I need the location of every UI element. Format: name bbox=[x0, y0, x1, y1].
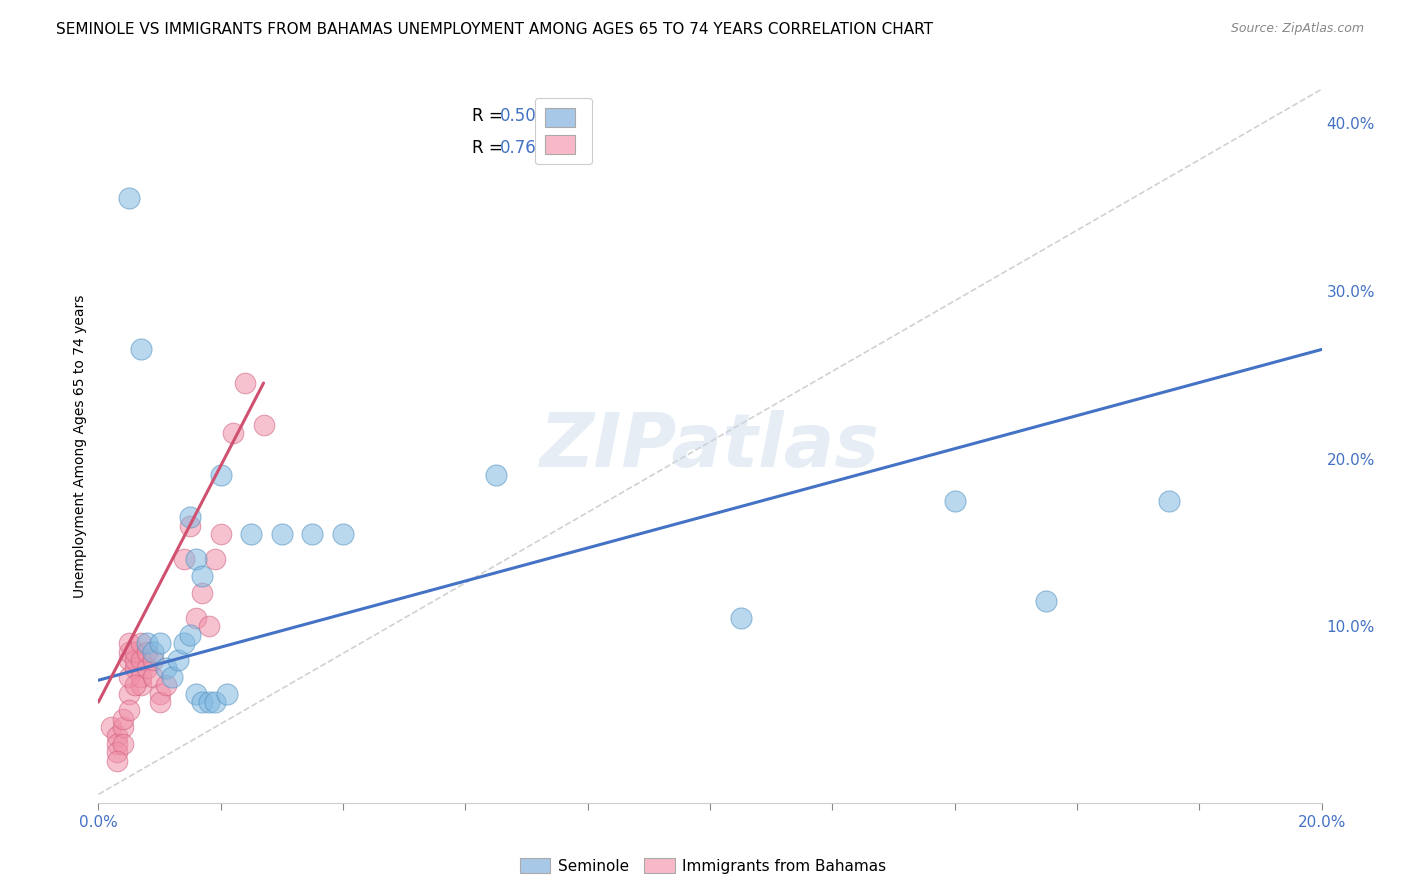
Point bbox=[136, 661, 159, 675]
Text: R =: R = bbox=[471, 139, 508, 157]
Point bbox=[240, 527, 263, 541]
Point bbox=[204, 552, 226, 566]
Point bbox=[118, 191, 141, 205]
Point bbox=[105, 746, 128, 760]
Y-axis label: Unemployment Among Ages 65 to 74 years: Unemployment Among Ages 65 to 74 years bbox=[73, 294, 87, 598]
Point bbox=[252, 417, 274, 432]
Point bbox=[124, 678, 146, 692]
Point bbox=[136, 636, 159, 650]
Legend: Seminole, Immigrants from Bahamas: Seminole, Immigrants from Bahamas bbox=[513, 852, 893, 880]
Point bbox=[124, 661, 146, 675]
Legend: , : , bbox=[534, 97, 592, 164]
Point bbox=[149, 636, 172, 650]
Point bbox=[160, 670, 183, 684]
Point bbox=[105, 737, 128, 751]
Point bbox=[129, 678, 152, 692]
Point bbox=[149, 695, 172, 709]
Point bbox=[124, 653, 146, 667]
Point bbox=[197, 695, 219, 709]
Point bbox=[155, 678, 177, 692]
Point bbox=[155, 661, 177, 675]
Point bbox=[186, 687, 208, 701]
Text: 39: 39 bbox=[571, 139, 592, 157]
Point bbox=[191, 569, 214, 583]
Point bbox=[301, 527, 323, 541]
Text: 0.508: 0.508 bbox=[499, 107, 547, 125]
Point bbox=[100, 720, 122, 734]
Point bbox=[332, 527, 354, 541]
Point bbox=[186, 611, 208, 625]
Point bbox=[118, 653, 141, 667]
Point bbox=[149, 687, 172, 701]
Point bbox=[136, 645, 159, 659]
Text: R =: R = bbox=[471, 107, 508, 125]
Point bbox=[173, 636, 195, 650]
Point bbox=[943, 493, 966, 508]
Point bbox=[129, 670, 152, 684]
Point bbox=[142, 670, 165, 684]
Point bbox=[118, 670, 141, 684]
Text: N =: N = bbox=[538, 139, 586, 157]
Point bbox=[173, 552, 195, 566]
Point bbox=[111, 737, 134, 751]
Point bbox=[179, 510, 201, 524]
Point bbox=[209, 468, 232, 483]
Point bbox=[124, 645, 146, 659]
Point bbox=[270, 527, 292, 541]
Point bbox=[191, 695, 214, 709]
Point bbox=[209, 527, 232, 541]
Point bbox=[111, 712, 134, 726]
Point bbox=[186, 552, 208, 566]
Point bbox=[167, 653, 190, 667]
Text: 0.765: 0.765 bbox=[499, 139, 547, 157]
Point bbox=[118, 703, 141, 717]
Point bbox=[215, 687, 238, 701]
Point bbox=[111, 720, 134, 734]
Text: 26: 26 bbox=[571, 107, 592, 125]
Point bbox=[118, 687, 141, 701]
Point bbox=[197, 619, 219, 633]
Point bbox=[1157, 493, 1180, 508]
Point bbox=[129, 343, 152, 357]
Point bbox=[118, 636, 141, 650]
Text: SEMINOLE VS IMMIGRANTS FROM BAHAMAS UNEMPLOYMENT AMONG AGES 65 TO 74 YEARS CORRE: SEMINOLE VS IMMIGRANTS FROM BAHAMAS UNEM… bbox=[56, 22, 934, 37]
Point bbox=[730, 611, 752, 625]
Point bbox=[485, 468, 508, 483]
Point bbox=[105, 729, 128, 743]
Point bbox=[179, 518, 201, 533]
Point bbox=[1035, 594, 1057, 608]
Point bbox=[222, 426, 245, 441]
Point bbox=[191, 586, 214, 600]
Point bbox=[118, 645, 141, 659]
Point bbox=[179, 628, 201, 642]
Point bbox=[142, 653, 165, 667]
Point bbox=[233, 376, 256, 390]
Point bbox=[129, 653, 152, 667]
Text: N =: N = bbox=[538, 107, 586, 125]
Text: ZIPatlas: ZIPatlas bbox=[540, 409, 880, 483]
Point bbox=[129, 636, 152, 650]
Point bbox=[204, 695, 226, 709]
Point bbox=[105, 754, 128, 768]
Text: Source: ZipAtlas.com: Source: ZipAtlas.com bbox=[1230, 22, 1364, 36]
Point bbox=[142, 645, 165, 659]
